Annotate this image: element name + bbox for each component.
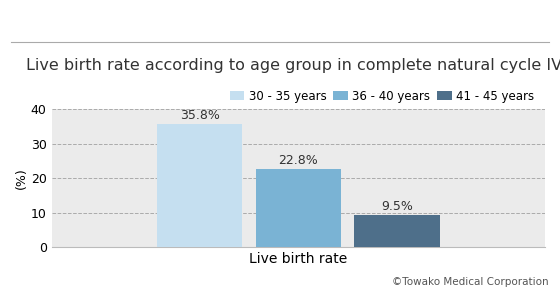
Title: Live birth rate according to age group in complete natural cycle IVF: Live birth rate according to age group i…	[26, 59, 560, 73]
Text: 22.8%: 22.8%	[278, 154, 318, 167]
Bar	[157, 124, 242, 247]
Bar	[354, 215, 440, 247]
Bar	[255, 169, 341, 247]
Legend: 30 - 35 years, 36 - 40 years, 41 - 45 years: 30 - 35 years, 36 - 40 years, 41 - 45 ye…	[225, 85, 539, 107]
Text: 9.5%: 9.5%	[381, 200, 413, 213]
Text: 35.8%: 35.8%	[180, 109, 220, 122]
Text: ©Towako Medical Corporation: ©Towako Medical Corporation	[392, 277, 549, 287]
Y-axis label: (%): (%)	[15, 168, 28, 189]
